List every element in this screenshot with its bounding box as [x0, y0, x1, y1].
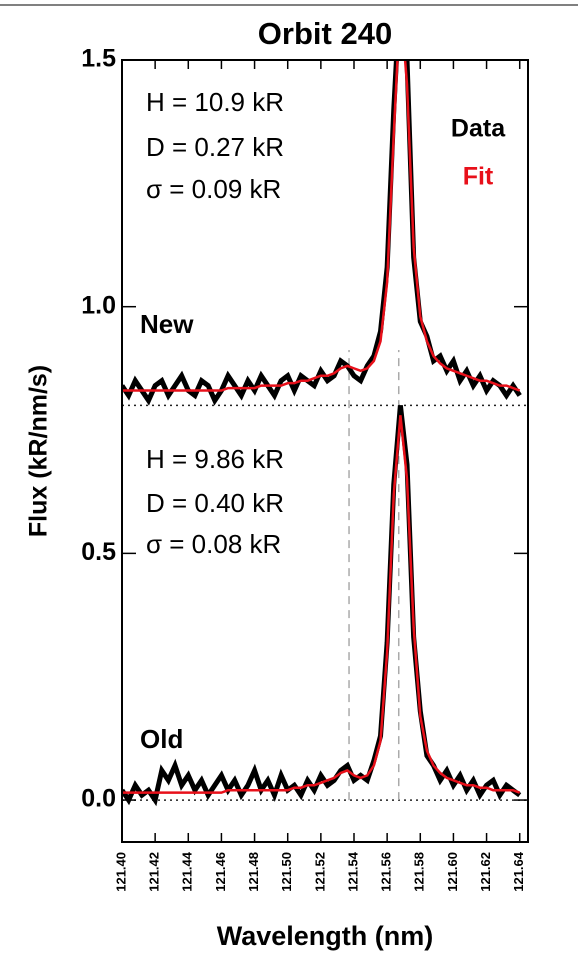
x-tick-label: 121.44 — [180, 851, 195, 892]
annotation: H = 10.9 kR — [146, 87, 284, 117]
y-tick-label: 1.0 — [81, 291, 116, 319]
y-tick-label: 1.5 — [81, 45, 116, 73]
annotation: σ = 0.09 kR — [146, 174, 281, 204]
x-tick-label: 121.64 — [511, 851, 526, 892]
annotation: σ = 0.08 kR — [146, 529, 281, 559]
x-tick-label: 121.50 — [279, 852, 294, 892]
fit-line — [122, 60, 521, 392]
legend-entry: Data — [451, 115, 506, 143]
x-tick-label: 121.58 — [412, 852, 427, 892]
annotation: D = 0.40 kR — [146, 488, 284, 518]
y-axis-label: Flux (kR/nm/s) — [25, 365, 53, 537]
x-tick-label: 121.46 — [213, 852, 228, 892]
annotation: D = 0.27 kR — [146, 132, 284, 162]
x-tick-label: 121.62 — [478, 852, 493, 892]
x-tick-label: 121.52 — [312, 852, 327, 892]
plot-area — [122, 60, 528, 807]
panel-label: Old — [140, 724, 183, 754]
x-axis-label: Wavelength (nm) — [217, 921, 434, 951]
chart-title: Orbit 240 — [258, 16, 392, 51]
x-tick-label: 121.42 — [147, 852, 162, 892]
plot-frame — [121, 59, 529, 843]
fit-line — [122, 415, 521, 794]
annotation: H = 9.86 kR — [146, 444, 284, 474]
x-tick-label: 121.40 — [113, 852, 128, 892]
legend-entry: Fit — [463, 163, 494, 191]
x-tick-label: 121.60 — [445, 852, 460, 892]
x-tick-label: 121.54 — [345, 851, 360, 892]
x-tick-label: 121.48 — [246, 852, 261, 892]
panel-label: New — [140, 309, 194, 339]
y-tick-label: 0.0 — [81, 785, 116, 813]
data-line — [122, 405, 522, 807]
x-tick-label: 121.56 — [379, 852, 394, 892]
y-tick-label: 0.5 — [81, 538, 116, 566]
